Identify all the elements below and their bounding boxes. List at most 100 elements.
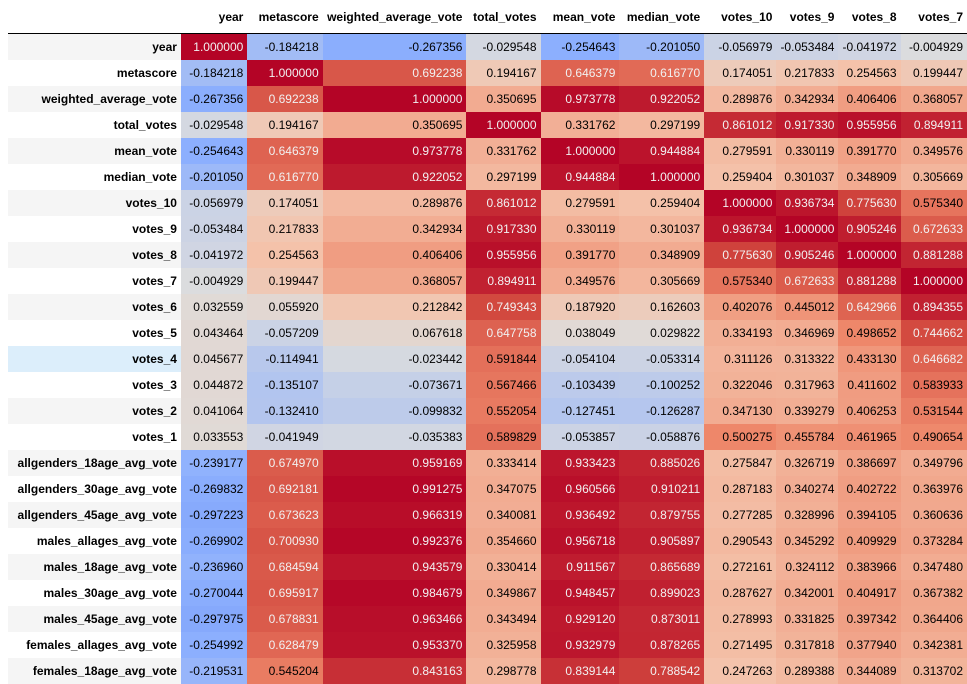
table-row: votes_2 0.041064 -0.132410 -0.099832 0.55205… bbox=[8, 398, 967, 424]
row-label: allgenders_18age_avg_vote bbox=[8, 450, 181, 476]
table-cell: -0.201050 bbox=[619, 33, 705, 60]
table-cell: -0.269832 bbox=[180, 476, 248, 502]
table-cell: 1.000000 bbox=[776, 216, 839, 242]
table-cell: 0.749343 bbox=[466, 294, 541, 320]
table-cell: 0.948457 bbox=[540, 580, 620, 606]
table-cell: -0.004929 bbox=[180, 268, 248, 294]
table-cell: 0.279591 bbox=[704, 138, 777, 164]
table-cell: 0.217833 bbox=[247, 216, 323, 242]
row-label: metascore bbox=[8, 60, 181, 86]
table-cell: 0.929120 bbox=[540, 606, 620, 632]
table-cell: 0.363976 bbox=[900, 476, 967, 502]
table-cell: 0.373284 bbox=[900, 528, 967, 554]
table-cell: 0.287183 bbox=[704, 476, 777, 502]
table-cell: 0.391770 bbox=[540, 242, 620, 268]
table-cell: 0.348909 bbox=[619, 242, 705, 268]
table-cell: 0.313322 bbox=[776, 346, 839, 372]
table-cell: -0.132410 bbox=[247, 398, 323, 424]
row-label: votes_8 bbox=[8, 242, 181, 268]
table-cell: 0.406253 bbox=[838, 398, 901, 424]
table-cell: 0.490654 bbox=[900, 424, 967, 450]
table-cell: 0.354660 bbox=[466, 528, 541, 554]
table-cell: 0.330414 bbox=[466, 554, 541, 580]
table-row: females_allages_avg_vote -0.254992 0.62847… bbox=[8, 632, 967, 658]
table-cell: -0.056979 bbox=[704, 33, 777, 60]
table-cell: 0.932979 bbox=[540, 632, 620, 658]
row-label: females_allages_avg_vote bbox=[8, 632, 181, 658]
table-cell: 0.162603 bbox=[619, 294, 705, 320]
table-cell: 1.000000 bbox=[619, 164, 705, 190]
table-cell: 0.297199 bbox=[466, 164, 541, 190]
table-cell: 0.325958 bbox=[466, 632, 541, 658]
row-label: males_allages_avg_vote bbox=[8, 528, 181, 554]
table-cell: 0.646379 bbox=[247, 138, 323, 164]
row-label: median_vote bbox=[8, 164, 181, 190]
table-cell: -0.269902 bbox=[180, 528, 248, 554]
table-cell: 0.873011 bbox=[619, 606, 705, 632]
table-cell: 0.684594 bbox=[247, 554, 323, 580]
table-cell: -0.270044 bbox=[180, 580, 248, 606]
table-row: votes_6 0.032559 0.055920 0.212842 0.749343 0… bbox=[8, 294, 967, 320]
row-label: weighted_average_vote bbox=[8, 86, 181, 112]
table-cell: 0.843163 bbox=[322, 658, 467, 684]
table-cell: 0.349796 bbox=[900, 450, 967, 476]
table-cell: 0.861012 bbox=[704, 112, 777, 138]
table-cell: 0.673623 bbox=[247, 502, 323, 528]
table-cell: 0.498652 bbox=[838, 320, 901, 346]
table-cell: 0.317818 bbox=[776, 632, 839, 658]
table-cell: 0.589829 bbox=[466, 424, 541, 450]
row-label: votes_2 bbox=[8, 398, 181, 424]
table-cell: 0.575340 bbox=[704, 268, 777, 294]
table-cell: 0.960566 bbox=[540, 476, 620, 502]
table-cell: 0.545204 bbox=[247, 658, 323, 684]
table-cell: 0.406406 bbox=[838, 86, 901, 112]
table-cell: 0.672633 bbox=[900, 216, 967, 242]
table-cell: 0.331762 bbox=[466, 138, 541, 164]
table-cell: 0.894355 bbox=[900, 294, 967, 320]
table-cell: 0.383966 bbox=[838, 554, 901, 580]
table-cell: 0.973778 bbox=[540, 86, 620, 112]
table-cell: 0.305669 bbox=[900, 164, 967, 190]
table-cell: 0.963466 bbox=[322, 606, 467, 632]
table-cell: -0.297223 bbox=[180, 502, 248, 528]
column-header: mean_vote bbox=[540, 0, 620, 34]
table-row: votes_3 0.044872 -0.135107 -0.073671 0.56746… bbox=[8, 372, 967, 398]
table-cell: 0.348909 bbox=[838, 164, 901, 190]
table-cell: 0.936734 bbox=[776, 190, 839, 216]
row-label: allgenders_45age_avg_vote bbox=[8, 502, 181, 528]
table-cell: 0.409929 bbox=[838, 528, 901, 554]
table-cell: 0.894911 bbox=[466, 268, 541, 294]
table-cell: -0.184218 bbox=[247, 33, 323, 60]
row-label: males_30age_avg_vote bbox=[8, 580, 181, 606]
table-cell: 0.041064 bbox=[180, 398, 248, 424]
table-cell: -0.053484 bbox=[180, 216, 248, 242]
table-cell: -0.103439 bbox=[540, 372, 620, 398]
table-cell: -0.239177 bbox=[180, 450, 248, 476]
table-row: votes_1 0.033553 -0.041949 -0.035383 0.58982… bbox=[8, 424, 967, 450]
table-row: males_allages_avg_vote -0.269902 0.700930 0… bbox=[8, 528, 967, 554]
table-cell: 0.301037 bbox=[619, 216, 705, 242]
table-cell: -0.023442 bbox=[322, 346, 467, 372]
row-label: votes_9 bbox=[8, 216, 181, 242]
table-cell: 0.910211 bbox=[619, 476, 705, 502]
table-cell: 0.674970 bbox=[247, 450, 323, 476]
row-label: year bbox=[8, 33, 181, 60]
column-header: total_votes bbox=[466, 0, 541, 34]
table-cell: 0.917330 bbox=[466, 216, 541, 242]
table-cell: 0.922052 bbox=[619, 86, 705, 112]
table-cell: 0.944884 bbox=[619, 138, 705, 164]
table-cell: 0.500275 bbox=[704, 424, 777, 450]
table-cell: 0.433130 bbox=[838, 346, 901, 372]
table-cell: 0.044872 bbox=[180, 372, 248, 398]
table-cell: 0.744662 bbox=[900, 320, 967, 346]
table-cell: 0.966319 bbox=[322, 502, 467, 528]
row-label: total_votes bbox=[8, 112, 181, 138]
table-cell: 1.000000 bbox=[704, 190, 777, 216]
table-cell: -0.073671 bbox=[322, 372, 467, 398]
table-cell: 0.324112 bbox=[776, 554, 839, 580]
table-cell: -0.254992 bbox=[180, 632, 248, 658]
table-cell: 0.298778 bbox=[466, 658, 541, 684]
table-cell: 0.345292 bbox=[776, 528, 839, 554]
table-row: median_vote -0.201050 0.616770 0.922052 0.29… bbox=[8, 164, 967, 190]
table-cell: 0.289876 bbox=[322, 190, 467, 216]
